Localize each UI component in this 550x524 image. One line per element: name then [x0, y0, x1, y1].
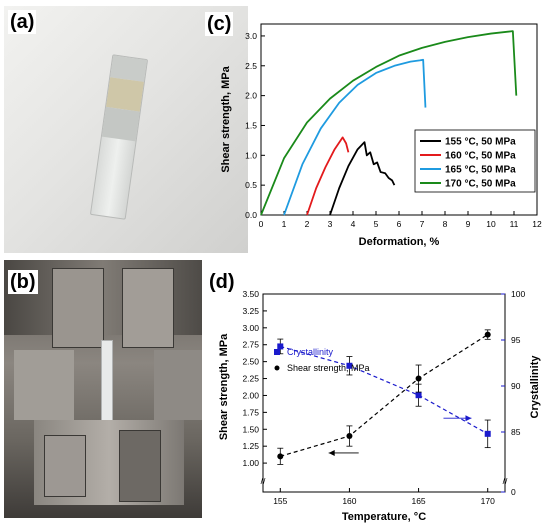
x-tick-label: 160: [342, 496, 356, 506]
y-tick-label: 2.75: [242, 340, 259, 350]
x-tick-label: 165: [411, 496, 425, 506]
data-point-square: [484, 430, 491, 437]
x-tick-label: 12: [532, 219, 542, 229]
photo-test-grips: [4, 260, 202, 518]
series-line-2: [283, 58, 427, 216]
chart-temperature-dependence: 155 160 165 170 1.00 1.25 1.50 1.75 2.00 2.25 2.50…: [218, 289, 541, 523]
series-line-0: [329, 141, 396, 216]
x-axis-title: Temperature, °C: [342, 511, 426, 523]
y2-tick-label: 85: [511, 427, 521, 437]
x-tick-label: 1: [282, 219, 287, 229]
series-trend-0: [280, 345, 489, 435]
series-line-1: [306, 136, 350, 216]
x-tick-label: 4: [351, 219, 356, 229]
data-point-circle: [277, 453, 284, 460]
specimen-strip: [89, 54, 149, 220]
legend-marker-1: [274, 365, 280, 371]
legend-label-1: Shear strength, MPa: [287, 363, 370, 373]
left-axis-arrowhead: [328, 449, 335, 456]
y-tick-label: 1.50: [242, 424, 259, 434]
y-tick-label: 0.0: [245, 210, 257, 220]
y-tick-label: 2.5: [245, 61, 257, 71]
legend-label-2: 165 °C, 50 MPa: [445, 165, 516, 176]
data-point-circle: [346, 433, 353, 440]
y2-tick-label: 95: [511, 335, 521, 345]
data-point-circle: [415, 375, 422, 382]
right-axis-arrowhead: [465, 415, 472, 422]
data-point-circle: [484, 331, 491, 338]
plot-frame: [262, 293, 506, 493]
y-tick-label: 2.25: [242, 374, 259, 384]
adhesive-joint: [106, 77, 144, 112]
series-line-3: [260, 30, 518, 216]
x-tick-label: 2: [305, 219, 310, 229]
left-axis-break: //: [261, 476, 266, 486]
y-tick-label: 1.0: [245, 150, 257, 160]
data-point-square: [346, 362, 353, 369]
y-tick-label: 2.50: [242, 357, 259, 367]
panel-label-c: (c): [205, 12, 234, 36]
x-axis-title: Deformation, %: [359, 236, 440, 248]
data-point-square: [277, 343, 284, 350]
y-tick-label: 2.0: [245, 91, 257, 101]
y-tick-label: 3.00: [242, 323, 259, 333]
panel-label-d: (d): [207, 270, 237, 294]
y-tick-label: 1.25: [242, 441, 259, 451]
y-tick-label: 3.25: [242, 306, 259, 316]
x-tick-label: 0: [259, 219, 264, 229]
data-point-square: [415, 392, 422, 399]
photo-specimen: [4, 6, 248, 253]
y-axis-title: Shear strength, MPa: [220, 65, 232, 172]
y2-tick-label: 100: [511, 289, 525, 299]
y-tick-label: 1.75: [242, 407, 259, 417]
panel-label-b: (b): [8, 270, 38, 294]
y-tick-label: 3.0: [245, 31, 257, 41]
x-tick-label: 11: [510, 219, 519, 229]
y-axis-title: Shear strength, MPa: [218, 333, 230, 440]
x-tick-label: 10: [486, 219, 496, 229]
x-tick-label: 8: [443, 219, 448, 229]
y-tick-label: 3.50: [242, 289, 259, 299]
chart-shear-deformation: 0 1 2 3 4 5 6 7 8 9 10 11 120.00.51.01.52.02.53.0Def…: [220, 23, 542, 248]
panel-label-a: (a): [8, 10, 37, 34]
x-tick-label: 7: [420, 219, 425, 229]
y2-axis-title: Crystallinity: [529, 355, 541, 419]
legend-label-3: 170 °C, 50 MPa: [445, 179, 516, 190]
legend-marker-0: [274, 349, 280, 355]
legend-label-1: 160 °C, 50 MPa: [445, 151, 516, 162]
y-tick-label: 2.00: [242, 390, 259, 400]
series-trend-1: [280, 334, 489, 457]
x-tick-label: 155: [273, 496, 287, 506]
legend-label-0: Crystallinity: [287, 347, 334, 357]
x-tick-label: 3: [328, 219, 333, 229]
x-tick-label: 5: [374, 219, 379, 229]
x-tick-label: 9: [466, 219, 471, 229]
x-tick-label: 6: [397, 219, 402, 229]
y2-tick-label: 90: [511, 381, 521, 391]
legend-label-0: 155 °C, 50 MPa: [445, 137, 516, 148]
y2-tick-label: 0: [511, 487, 516, 497]
y-tick-label: 0.5: [245, 180, 257, 190]
x-tick-label: 170: [481, 496, 495, 506]
y-tick-label: 1.00: [242, 458, 259, 468]
right-axis-break: //: [503, 476, 508, 486]
y-tick-label: 1.5: [245, 120, 257, 130]
